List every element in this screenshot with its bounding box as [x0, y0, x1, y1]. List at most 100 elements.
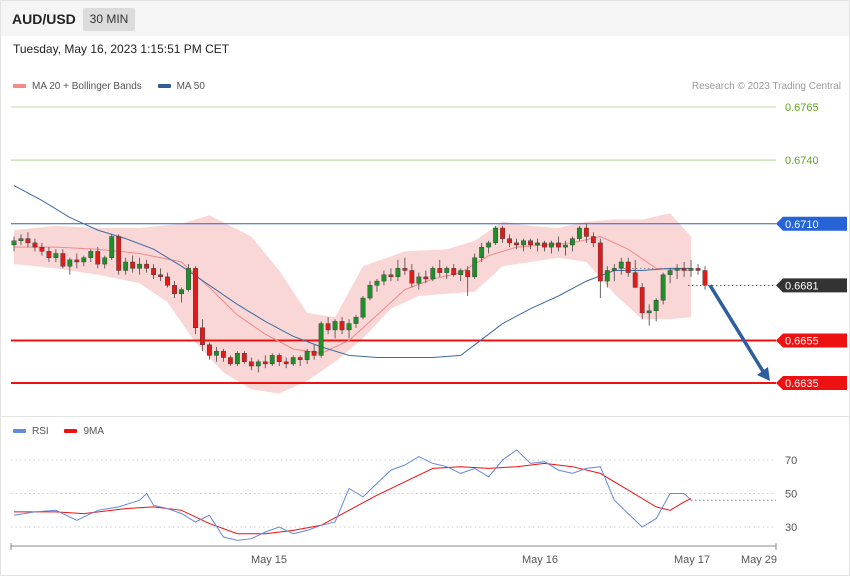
candle-body [611, 268, 617, 271]
candle-body [381, 274, 387, 282]
candle-body [695, 268, 701, 271]
candle-body [535, 242, 540, 246]
candle-body [339, 321, 345, 331]
candle-body [549, 242, 554, 248]
candle-body [46, 251, 52, 258]
candle-body [521, 240, 526, 246]
candle-body [653, 300, 659, 312]
candle-body [681, 268, 687, 271]
candle-body [95, 251, 101, 265]
candle-body [437, 268, 443, 273]
candle-body [116, 236, 122, 271]
level-label-0.6655: 0.6655 [785, 336, 819, 348]
candle-body [11, 240, 17, 246]
level-label-0.6681: 0.6681 [785, 280, 819, 292]
candle-body [220, 350, 226, 358]
candle-body [423, 276, 429, 280]
candle-body [60, 253, 66, 267]
candle-body [409, 270, 415, 284]
candle-body [632, 272, 638, 288]
candle-body [39, 246, 45, 252]
legend-label-ma20: MA 20 + Bollinger Bands [32, 81, 142, 92]
candle-body [402, 268, 408, 271]
ma20-line [14, 235, 692, 354]
candle-body [674, 268, 680, 271]
candle-body [269, 355, 275, 365]
candle-body [304, 350, 310, 360]
candle-body [430, 268, 436, 280]
candle-body [325, 323, 331, 331]
level-tag-0.6635 [776, 376, 847, 390]
candle-body [158, 274, 163, 278]
legend-item-rsi: RSI [13, 426, 49, 437]
candle-body [241, 353, 247, 362]
candle-body [360, 297, 366, 318]
timeframe-badge[interactable]: 30 MIN [83, 8, 135, 31]
candle-body [137, 263, 143, 269]
candle-body [193, 268, 198, 329]
candle-body [646, 310, 652, 314]
candle-body [514, 242, 519, 246]
projection-arrow-head [757, 367, 770, 381]
bollinger-band [14, 213, 692, 394]
legend-item-9ma: 9MA [64, 426, 104, 437]
candle-body [576, 227, 582, 239]
candle-body [200, 327, 205, 345]
price-legend: MA 20 + Bollinger Bands MA 50 [13, 81, 218, 92]
candle-body [179, 289, 184, 295]
candle-body [151, 268, 156, 275]
candle-body [25, 238, 31, 244]
candle-body [444, 268, 450, 273]
candle-body [102, 257, 108, 265]
candle-body [234, 353, 240, 365]
candle-body [262, 361, 268, 365]
x-tick-label: May 15 [251, 554, 287, 566]
candle-body [597, 242, 603, 282]
candle-body [18, 238, 24, 241]
symbol-title: AUD/USD [12, 11, 76, 27]
candle-body [332, 321, 338, 331]
level-tag-0.6655 [776, 333, 847, 348]
candle-body [583, 227, 589, 237]
candle-body [416, 276, 422, 284]
candle-body [507, 238, 512, 244]
x-tick-label: May 29 [741, 554, 777, 566]
candle-body [53, 253, 59, 258]
candle-body [165, 276, 170, 286]
candle-body [318, 323, 324, 356]
candle-body [493, 227, 499, 244]
candle-body [388, 274, 394, 278]
candle-body [556, 242, 561, 248]
candle-body [465, 270, 471, 278]
candle-body [311, 350, 317, 356]
legend-label-rsi: RSI [32, 426, 49, 437]
level-label-0.6740: 0.6740 [785, 155, 819, 167]
timestamp: Tuesday, May 16, 2023 1:15:51 PM CET [13, 42, 230, 56]
rsi-ma9-line [14, 462, 692, 535]
rsi-line [13, 449, 692, 541]
candle-body [542, 242, 547, 248]
candle-body [346, 323, 352, 331]
x-tick-label: May 16 [522, 554, 558, 566]
ma50-line [13, 185, 692, 358]
candle-body [227, 357, 233, 365]
level-tag-0.6681 [776, 278, 847, 293]
candle-body [472, 257, 478, 278]
projection-arrow-line [708, 284, 766, 374]
level-label-0.6710: 0.6710 [785, 219, 819, 231]
candle-body [353, 316, 359, 324]
candle-body [172, 285, 177, 295]
candle-body [702, 270, 708, 286]
legend-item-ma50: MA 50 [157, 81, 205, 92]
candle-body [290, 357, 296, 365]
candle-body [130, 261, 136, 269]
candle-body [74, 259, 80, 263]
rsi-tick-30: 30 [785, 522, 797, 534]
candle-body [604, 270, 610, 282]
candle-body [451, 268, 457, 275]
candle-body [81, 257, 87, 263]
rsi-legend: RSI 9MA [13, 426, 117, 437]
panel-divider [1, 416, 849, 417]
candle-body [688, 268, 694, 271]
